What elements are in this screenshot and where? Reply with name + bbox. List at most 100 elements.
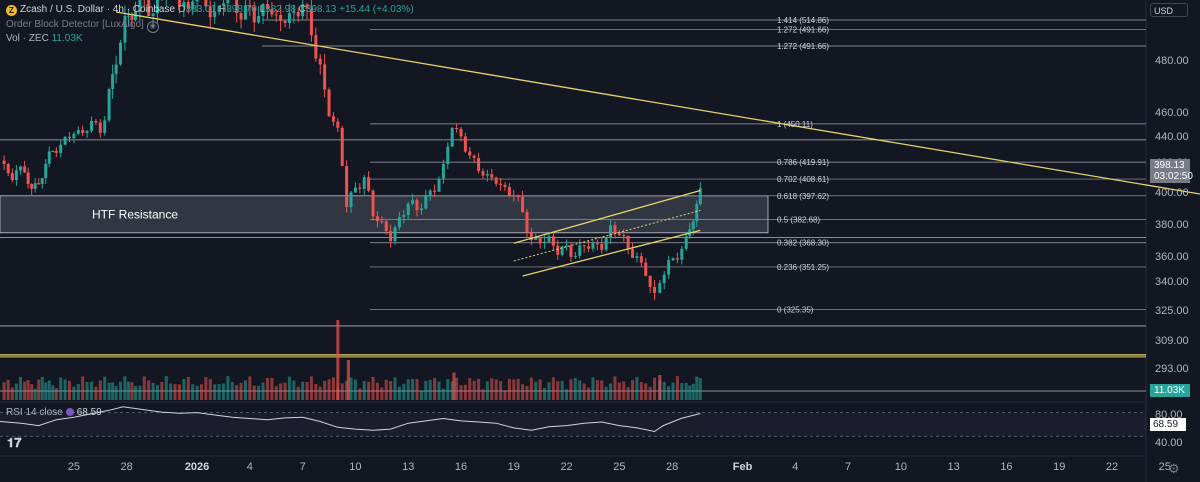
candle-body	[424, 195, 428, 209]
price-axis-tick: 325.00	[1155, 305, 1189, 317]
candle-body	[481, 171, 485, 176]
candle-body	[353, 187, 357, 193]
volume-bar	[14, 383, 18, 400]
candle-body	[569, 245, 573, 257]
candle-body	[2, 160, 6, 165]
candle-body	[44, 163, 48, 179]
volume-bar	[217, 384, 221, 400]
candle-body	[419, 208, 423, 211]
candle-body	[63, 136, 67, 145]
candle-body	[270, 9, 274, 15]
volume-bar	[371, 376, 375, 400]
volume-bar	[428, 379, 432, 400]
candle-body	[499, 183, 503, 185]
fib-level-label: 0.382 (368.30)	[777, 239, 829, 248]
candle-body	[151, 13, 155, 16]
volume-bar	[340, 383, 344, 400]
volume-bar	[512, 379, 516, 400]
eye-icon[interactable]: ◉	[146, 21, 159, 33]
candle-body	[393, 227, 397, 242]
price-axis-tick: 400.00	[1155, 187, 1189, 199]
candle-body	[68, 136, 72, 139]
candle-body	[323, 64, 327, 90]
price-axis-tick: 340.00	[1155, 276, 1189, 288]
volume-bar	[695, 376, 699, 400]
candle-body	[389, 231, 393, 242]
ohlc-low: 382.98	[265, 4, 296, 15]
volume-badge: 11.03K	[1150, 384, 1190, 397]
volume-bar	[33, 388, 37, 400]
zcash-logo-icon: Z	[6, 5, 17, 16]
volume-bar	[68, 380, 72, 400]
candle-body	[455, 127, 459, 129]
currency-select[interactable]: USD	[1150, 3, 1188, 17]
volume-bar	[252, 385, 256, 400]
candle-body	[472, 155, 476, 158]
candle-body	[26, 172, 30, 184]
price-axis-tick: 380.00	[1155, 219, 1189, 231]
volume-bar	[138, 385, 142, 400]
candle-body	[331, 116, 335, 122]
volume-bar	[411, 379, 415, 400]
candle-body	[411, 200, 415, 204]
volume-bar	[169, 383, 173, 400]
candle-body	[89, 121, 93, 131]
volume-bar	[323, 380, 327, 400]
volume-bar	[609, 383, 613, 400]
volume-bar	[688, 385, 692, 400]
volume-bar	[556, 381, 560, 400]
volume-bar	[239, 382, 243, 400]
candle-body	[72, 133, 76, 139]
candle-body	[560, 246, 564, 255]
volume-bar	[63, 379, 67, 400]
candle-body	[653, 286, 657, 293]
candle-body	[375, 216, 379, 222]
volume-bar	[662, 381, 666, 400]
rsi-badge: 68.59	[1150, 418, 1186, 431]
rsi-legend[interactable]: RSI 14 close 68.59	[6, 407, 102, 418]
volume-bar	[441, 388, 445, 400]
candle-body	[441, 164, 445, 179]
candle-body	[119, 42, 123, 65]
volume-bar	[133, 386, 137, 400]
candle-body	[691, 221, 695, 230]
candle-body	[111, 74, 115, 90]
candle-body	[698, 188, 702, 205]
volume-bar	[635, 376, 639, 400]
candle-body	[6, 164, 10, 174]
candle-body	[658, 283, 662, 293]
volume-bar	[235, 385, 239, 400]
symbol-legend[interactable]: Z Zcash / U.S. Dollar · 4h · Coinbase O38…	[6, 4, 414, 16]
volume-bar	[424, 380, 428, 400]
candle-body	[582, 245, 586, 247]
candle-body	[107, 89, 111, 121]
gear-icon[interactable]: ⚙	[1168, 461, 1180, 476]
candle-body	[287, 13, 291, 23]
candle-body	[565, 245, 569, 247]
volume-bar	[89, 381, 93, 400]
indicator-legend[interactable]: Order Block Detector [LuxAlgo] ◉	[6, 19, 159, 33]
volume-bar	[40, 376, 44, 400]
volume-bar	[375, 382, 379, 400]
volume-bar	[123, 376, 127, 400]
tradingview-logo-icon[interactable]: 𝟏𝟕	[7, 436, 22, 451]
volume-bar	[393, 377, 397, 400]
candle-body	[609, 225, 613, 238]
last-price-badge: 398.13 03:02:50	[1150, 159, 1193, 183]
candle-body	[309, 8, 313, 36]
volume-bar	[604, 386, 608, 400]
volume-bar	[199, 384, 203, 400]
volume-bar	[301, 381, 305, 400]
volume-legend[interactable]: Vol · ZEC 11.03K	[6, 33, 83, 44]
volume-bar	[19, 376, 23, 400]
volume-bar	[499, 381, 503, 400]
candle-body	[340, 127, 344, 167]
candle-body	[274, 14, 278, 16]
volume-bar	[76, 384, 80, 400]
time-axis-tick: 7	[845, 461, 851, 473]
volume-bar	[551, 377, 555, 400]
volume-bar	[155, 385, 159, 400]
volume-bar	[573, 378, 577, 400]
volume-bar	[691, 383, 695, 400]
